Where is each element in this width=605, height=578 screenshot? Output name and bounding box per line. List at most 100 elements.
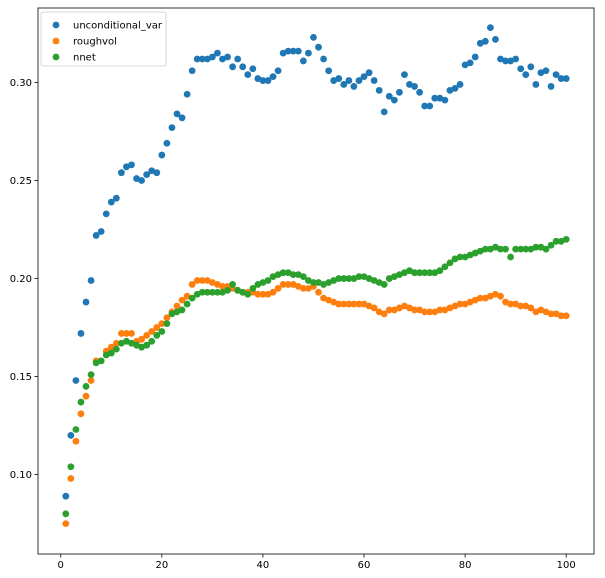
data-point-roughvol	[269, 288, 277, 296]
data-point-roughvol	[315, 288, 322, 296]
data-point-nnet	[517, 245, 525, 253]
data-point-nnet	[299, 273, 307, 280]
data-point-unconditional_var	[340, 81, 348, 88]
data-point-roughvol	[456, 300, 464, 308]
data-point-nnet	[502, 245, 509, 253]
data-point-nnet	[97, 357, 105, 365]
data-point-unconditional_var	[229, 63, 237, 71]
data-point-unconditional_var	[431, 94, 439, 102]
data-point-unconditional_var	[385, 92, 393, 100]
data-point-roughvol	[67, 475, 75, 482]
data-point-nnet	[72, 426, 80, 433]
data-point-nnet	[562, 235, 570, 243]
data-point-unconditional_var	[557, 75, 565, 82]
data-point-roughvol	[254, 290, 262, 298]
data-point-nnet	[355, 273, 363, 280]
data-point-nnet	[441, 263, 449, 271]
data-point-roughvol	[219, 282, 226, 290]
data-point-unconditional_var	[82, 298, 90, 306]
data-point-roughvol	[299, 284, 307, 292]
data-point-unconditional_var	[128, 161, 135, 169]
x-tick-label: 60	[358, 560, 371, 571]
data-point-unconditional_var	[67, 431, 75, 439]
data-point-unconditional_var	[315, 43, 322, 51]
data-point-unconditional_var	[310, 34, 317, 41]
data-point-unconditional_var	[284, 47, 292, 55]
legend-label-roughvol: roughvol	[73, 37, 117, 48]
data-point-nnet	[178, 306, 186, 314]
data-point-unconditional_var	[562, 75, 570, 82]
data-point-unconditional_var	[532, 81, 540, 88]
data-point-roughvol	[148, 328, 156, 335]
data-point-nnet	[380, 281, 388, 288]
data-point-nnet	[224, 286, 231, 294]
data-point-roughvol	[426, 308, 434, 316]
data-point-unconditional_var	[441, 96, 449, 104]
data-point-unconditional_var	[365, 69, 373, 77]
data-point-unconditional_var	[188, 67, 196, 75]
data-point-roughvol	[284, 281, 292, 288]
data-point-roughvol	[274, 284, 282, 292]
data-point-roughvol	[198, 277, 206, 284]
x-tick-label: 40	[257, 560, 270, 571]
data-point-nnet	[522, 245, 530, 253]
data-point-roughvol	[335, 300, 343, 308]
x-tick-label: 80	[459, 560, 472, 571]
data-point-unconditional_var	[77, 330, 85, 337]
series-nnet	[62, 235, 570, 518]
data-point-nnet	[456, 253, 464, 261]
data-point-nnet	[153, 332, 161, 339]
data-point-unconditional_var	[264, 77, 272, 84]
data-point-unconditional_var	[305, 49, 312, 57]
data-point-nnet	[87, 371, 95, 379]
data-point-roughvol	[112, 339, 120, 347]
data-point-roughvol	[340, 300, 348, 308]
legend-label-nnet: nnet	[73, 53, 96, 64]
data-point-nnet	[335, 275, 343, 282]
data-point-unconditional_var	[72, 377, 80, 384]
data-point-roughvol	[118, 330, 125, 337]
data-point-unconditional_var	[173, 110, 181, 118]
data-point-nnet	[214, 288, 221, 296]
data-point-nnet	[512, 245, 520, 253]
data-point-nnet	[436, 267, 444, 275]
data-point-nnet	[244, 290, 252, 298]
data-point-nnet	[183, 300, 191, 308]
data-point-unconditional_var	[208, 53, 216, 61]
y-tick-label: 0.15	[10, 372, 32, 383]
data-point-roughvol	[87, 377, 95, 384]
data-point-unconditional_var	[380, 108, 388, 116]
series-unconditional_var	[62, 24, 570, 500]
x-tick-label: 0	[58, 560, 64, 571]
data-point-unconditional_var	[92, 232, 100, 239]
data-point-unconditional_var	[153, 169, 161, 177]
data-point-unconditional_var	[401, 71, 408, 79]
data-point-unconditional_var	[239, 63, 247, 71]
data-point-unconditional_var	[396, 88, 403, 96]
data-point-roughvol	[436, 306, 444, 314]
legend-box	[40, 11, 167, 67]
data-point-roughvol	[163, 314, 171, 322]
data-point-nnet	[547, 241, 555, 249]
data-point-unconditional_var	[138, 177, 146, 184]
legend-marker-roughvol	[52, 37, 60, 45]
data-point-unconditional_var	[456, 81, 464, 88]
data-point-roughvol	[370, 304, 378, 312]
data-point-nnet	[289, 271, 297, 279]
legend-marker-nnet	[52, 53, 60, 61]
plot-area	[37, 7, 595, 555]
data-point-roughvol	[507, 300, 514, 308]
data-point-unconditional_var	[527, 63, 535, 71]
data-point-nnet	[77, 398, 85, 406]
data-point-nnet	[62, 510, 70, 518]
data-point-unconditional_var	[486, 24, 494, 32]
data-point-unconditional_var	[198, 55, 206, 63]
data-point-unconditional_var	[274, 67, 282, 75]
data-point-roughvol	[345, 300, 353, 308]
data-point-unconditional_var	[244, 71, 252, 79]
data-point-unconditional_var	[118, 169, 125, 177]
x-tick-label: 100	[557, 560, 576, 571]
data-point-unconditional_var	[224, 53, 231, 61]
data-point-nnet	[340, 275, 348, 282]
data-point-nnet	[148, 337, 156, 345]
